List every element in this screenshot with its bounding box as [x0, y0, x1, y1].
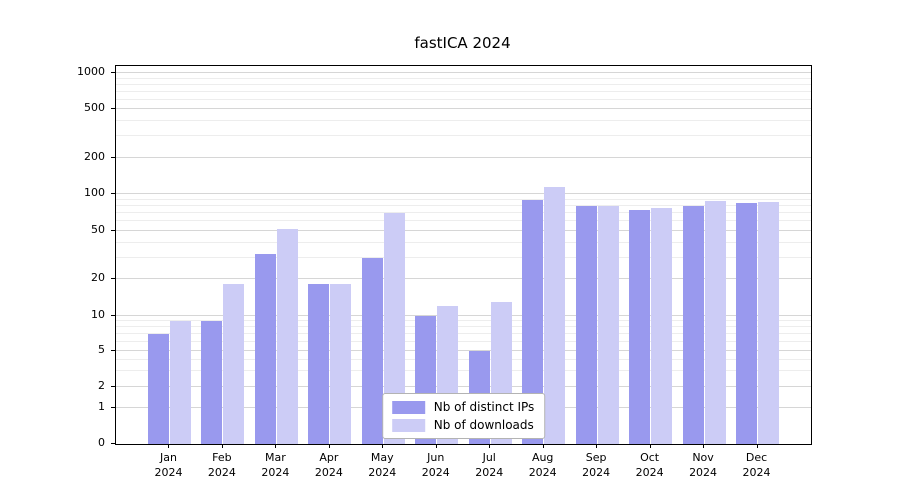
y-tick-mark [111, 108, 115, 110]
gridline-minor [116, 90, 811, 92]
gridline-major [116, 108, 811, 110]
x-tick-label-jan: Jan 2024 [154, 451, 183, 479]
bar-distinct-ips-sep [575, 206, 597, 444]
gridline-major [116, 156, 811, 158]
legend-swatch-distinct-ips [391, 400, 425, 414]
x-tick-label-apr: Apr 2024 [314, 451, 343, 479]
y-tick-mark [111, 230, 115, 232]
bar-distinct-ips-nov [682, 206, 704, 444]
y-tick-label-0: 0 [98, 436, 105, 449]
bar-downloads-feb [223, 284, 245, 444]
legend-label-distinct-ips: Nb of distinct IPs [433, 400, 535, 414]
bar-distinct-ips-aug [522, 199, 544, 444]
x-tick-mark [435, 444, 437, 448]
x-tick-label-jul: Jul 2024 [475, 451, 504, 479]
x-tick-mark [275, 444, 277, 448]
x-tick-label-dec: Dec 2024 [742, 451, 771, 479]
gridline-major [116, 193, 811, 195]
bar-downloads-jan [169, 321, 191, 444]
bar-distinct-ips-may [361, 257, 383, 444]
x-tick-mark [649, 444, 651, 448]
legend-swatch-downloads [391, 418, 425, 432]
y-tick-mark [111, 156, 115, 158]
bar-downloads-aug [544, 186, 566, 444]
y-tick-label-2: 2 [98, 379, 105, 393]
bar-distinct-ips-apr [308, 284, 330, 444]
y-tick-mark [111, 277, 115, 279]
x-tick-label-feb: Feb 2024 [207, 451, 236, 479]
x-tick-mark [596, 444, 598, 448]
y-tick-label-500: 500 [84, 101, 105, 115]
y-tick-label-20: 20 [91, 270, 105, 284]
y-tick-mark [111, 350, 115, 351]
x-tick-label-jun: Jun 2024 [421, 451, 450, 479]
y-tick-mark [111, 314, 115, 316]
legend: Nb of distinct IPs Nb of downloads [381, 393, 546, 439]
bar-downloads-may [383, 213, 405, 444]
x-tick-mark [542, 444, 544, 448]
bar-downloads-dec [758, 201, 780, 444]
x-tick-mark [489, 444, 491, 448]
x-tick-mark [328, 444, 330, 448]
y-tick-label-200: 200 [84, 149, 105, 163]
gridline-minor [116, 77, 811, 79]
y-tick-label-1000: 1000 [77, 65, 105, 79]
bar-distinct-ips-jan [147, 333, 169, 444]
x-tick-label-aug: Aug 2024 [528, 451, 557, 479]
x-tick-mark [382, 444, 384, 448]
x-tick-label-nov: Nov 2024 [689, 451, 718, 479]
plot-area: Nb of distinct IPs Nb of downloads [115, 65, 812, 445]
x-tick-mark [756, 444, 758, 448]
gridline-minor [116, 98, 811, 100]
bar-downloads-nov [704, 200, 726, 444]
gridline-minor [116, 198, 811, 200]
bar-downloads-mar [276, 229, 298, 444]
gridline-major [116, 72, 811, 74]
bar-distinct-ips-dec [736, 202, 758, 444]
bar-downloads-apr [330, 284, 352, 444]
x-tick-mark [168, 444, 170, 448]
gridline-minor [116, 135, 811, 137]
x-tick-label-oct: Oct 2024 [635, 451, 664, 479]
bar-downloads-oct [651, 208, 673, 444]
y-tick-label-100: 100 [84, 186, 105, 200]
bar-distinct-ips-oct [629, 209, 651, 444]
y-tick-mark [111, 72, 115, 74]
gridline-minor [116, 119, 811, 121]
x-tick-label-mar: Mar 2024 [261, 451, 290, 479]
legend-label-downloads: Nb of downloads [433, 418, 534, 432]
y-tick-label-10: 10 [91, 307, 105, 321]
y-tick-label-5: 5 [98, 343, 105, 356]
gridline-minor [116, 83, 811, 85]
x-tick-mark [703, 444, 705, 448]
legend-item-distinct-ips: Nb of distinct IPs [391, 400, 535, 414]
y-tick-mark [111, 407, 115, 409]
x-tick-label-may: May 2024 [368, 451, 397, 479]
y-tick-mark [111, 443, 115, 444]
bar-distinct-ips-mar [254, 254, 276, 444]
x-tick-label-sep: Sep 2024 [582, 451, 611, 479]
x-tick-mark [221, 444, 223, 448]
bar-distinct-ips-feb [201, 321, 223, 444]
bar-downloads-sep [597, 206, 619, 444]
y-tick-mark [111, 386, 115, 388]
chart-title: fastICA 2024 [414, 34, 511, 52]
legend-item-downloads: Nb of downloads [391, 418, 535, 432]
y-tick-mark [111, 193, 115, 195]
y-tick-label-50: 50 [91, 223, 105, 237]
y-tick-label-1: 1 [98, 400, 105, 414]
